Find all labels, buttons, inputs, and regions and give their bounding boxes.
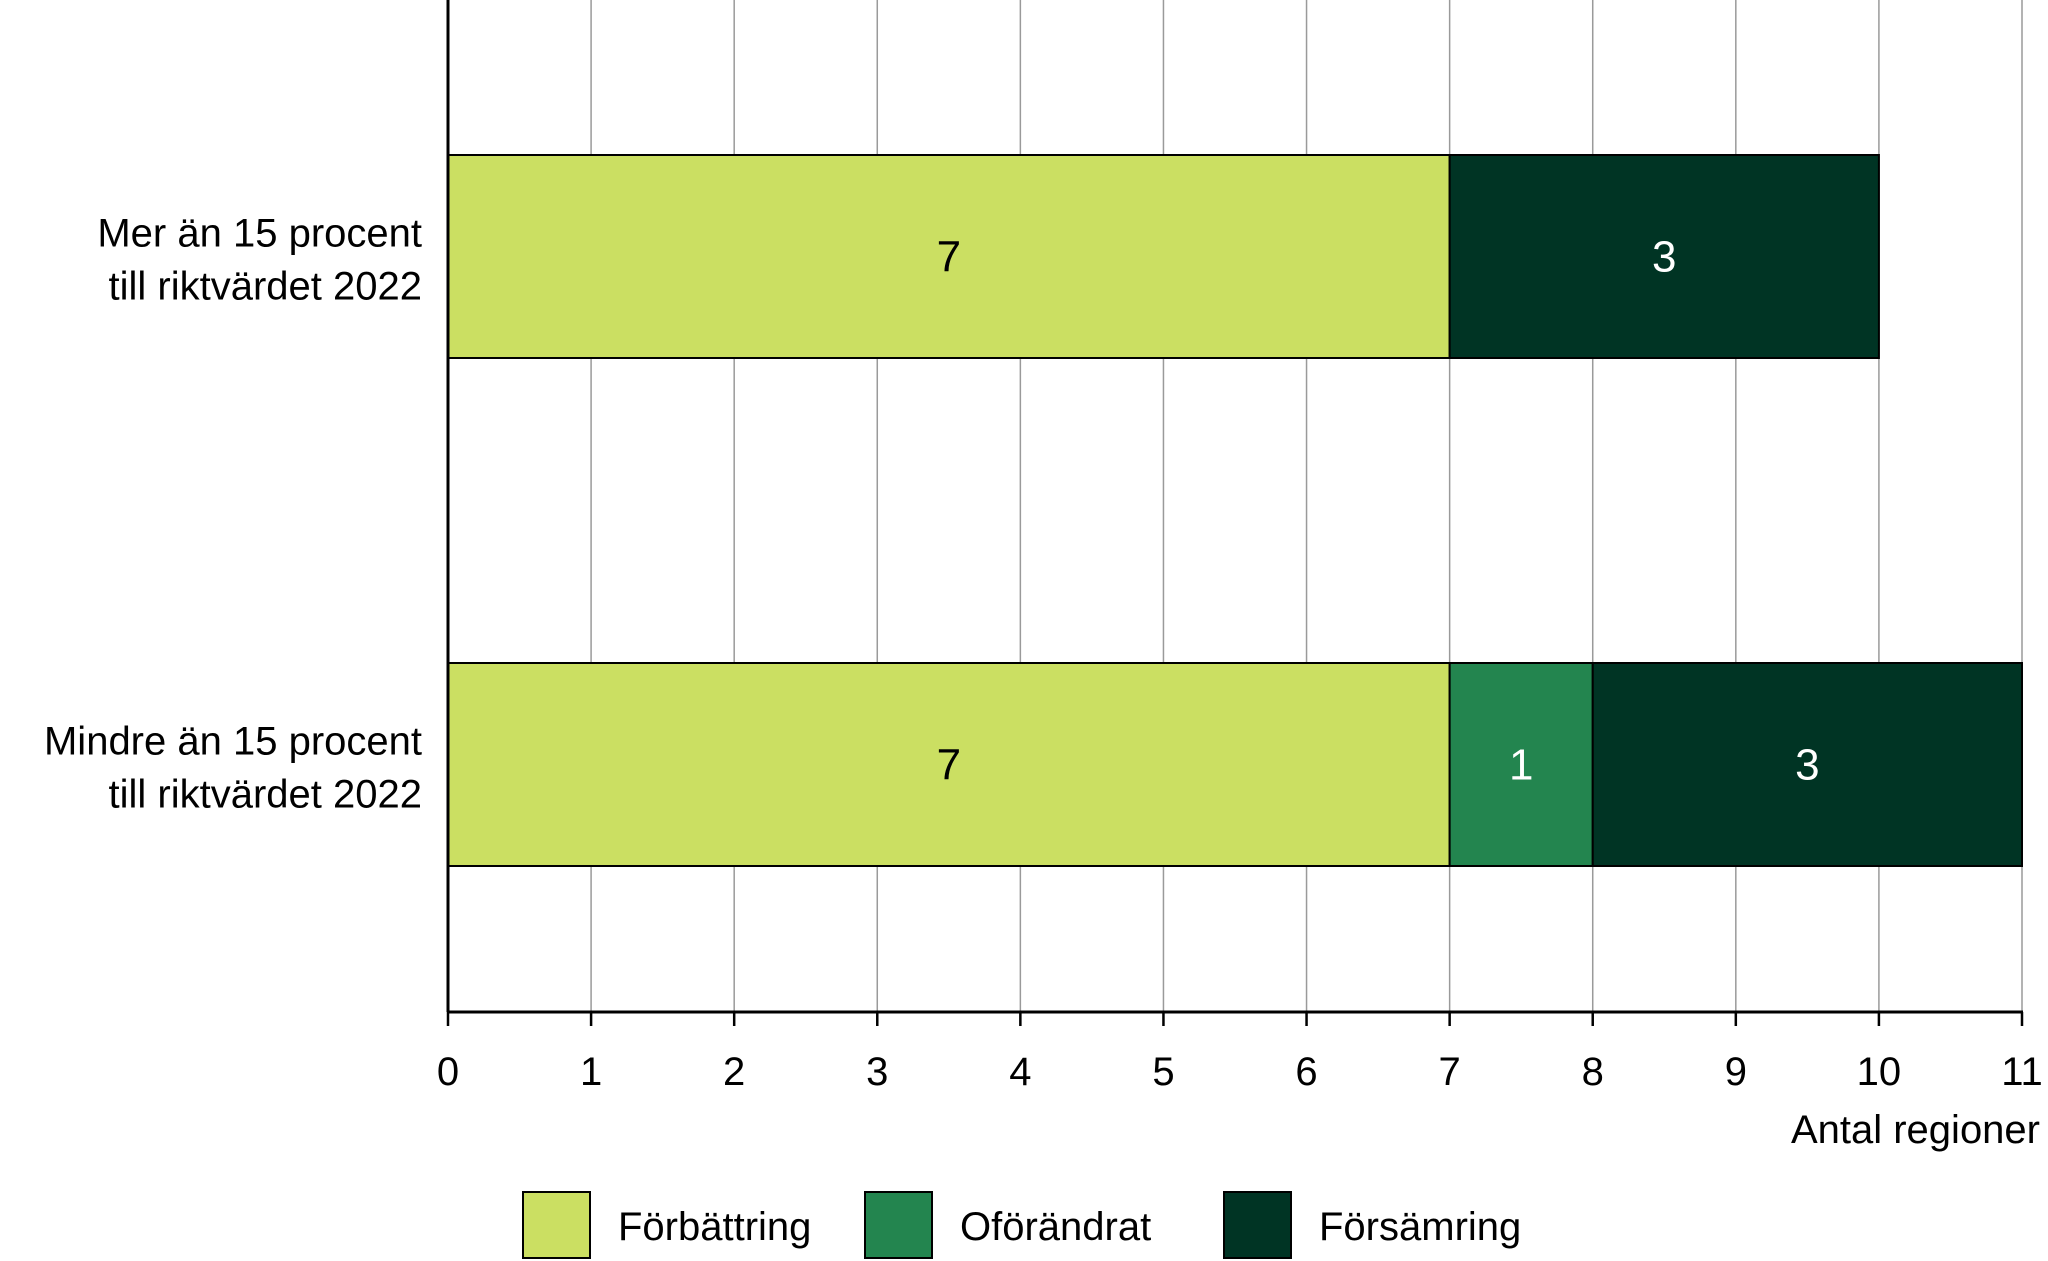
- x-tick-label-1: 1: [580, 1050, 602, 1094]
- x-tick-label-2: 2: [723, 1050, 745, 1094]
- x-tick-label-0: 0: [437, 1050, 459, 1094]
- category-label-line: Mer än 15 procent: [97, 212, 422, 256]
- x-tick-label-3: 3: [866, 1050, 888, 1094]
- legend-label-försämring: Försämring: [1319, 1205, 1521, 1249]
- legend-label-förbättring: Förbättring: [618, 1205, 811, 1249]
- bar-0-förbättring: [447, 154, 1451, 359]
- data-label-1-0: 7: [937, 741, 961, 790]
- data-label-1-2: 3: [1795, 741, 1819, 790]
- data-label-1-1: 1: [1509, 741, 1533, 790]
- category-label-1: Mindre än 15 procent till riktvärdet 2022: [44, 720, 422, 817]
- bar-1-försämring: [1591, 662, 2024, 867]
- data-label-0-0: 7: [937, 233, 961, 282]
- x-axis-label: Antal regioner: [1791, 1108, 2040, 1152]
- legend-swatch-oförändrat: [864, 1191, 933, 1259]
- legend-label-oförändrat: Oförändrat: [960, 1205, 1151, 1249]
- axes: [446, 0, 2024, 1026]
- x-tick-labels: 0 1 2 3 4 5 6 7 8 9 10 11: [437, 1050, 2043, 1094]
- x-tick-label-11: 11: [2001, 1050, 2043, 1094]
- x-tick-label-7: 7: [1439, 1050, 1461, 1094]
- x-tick-label-8: 8: [1582, 1050, 1604, 1094]
- x-tick-label-9: 9: [1725, 1050, 1747, 1094]
- legend: Förbättring Oförändrat Försämring: [522, 1191, 1521, 1259]
- category-labels: Mer än 15 procent till riktvärdet 2022Min…: [44, 212, 422, 817]
- x-tick-label-4: 4: [1009, 1050, 1031, 1094]
- category-label-line: till riktvärdet 2022: [109, 773, 422, 817]
- bars: 7 3 7 1 3: [447, 154, 2024, 867]
- x-tick-label-10: 10: [1857, 1050, 1902, 1094]
- category-label-0: Mer än 15 procent till riktvärdet 2022: [97, 212, 422, 309]
- category-label-line: till riktvärdet 2022: [109, 265, 422, 309]
- bar-1-oförändrat: [1448, 662, 1594, 867]
- legend-swatch-förbättring: [522, 1191, 591, 1259]
- data-label-0-2: 3: [1652, 233, 1676, 282]
- category-label-line: Mindre än 15 procent: [44, 720, 422, 764]
- legend-swatch-försämring: [1223, 1191, 1292, 1259]
- x-tick-label-5: 5: [1152, 1050, 1174, 1094]
- x-tick-label-6: 6: [1295, 1050, 1317, 1094]
- bar-0-försämring: [1448, 154, 1880, 359]
